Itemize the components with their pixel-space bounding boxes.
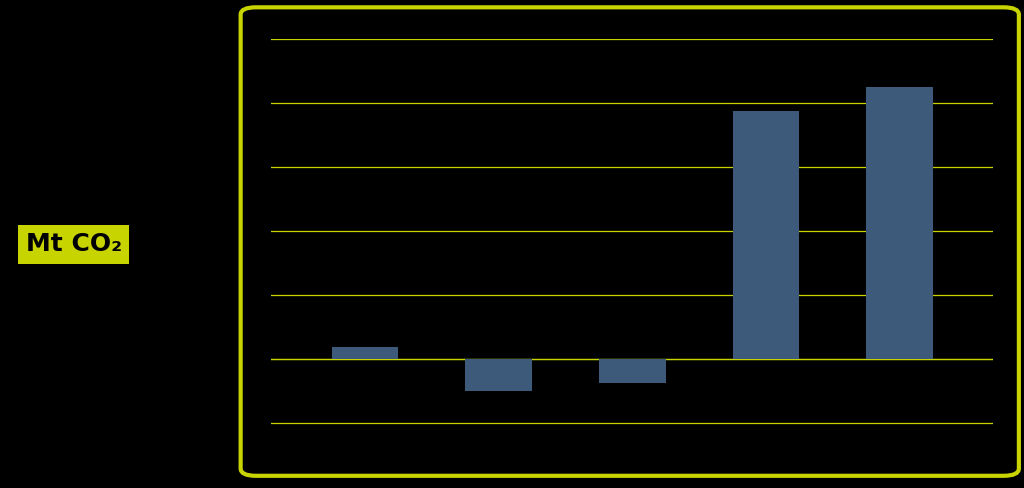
Bar	[866, 87, 933, 359]
Bar	[599, 359, 666, 383]
Bar	[732, 111, 800, 359]
Bar	[465, 359, 532, 391]
Bar	[332, 347, 398, 359]
Text: Mt CO₂: Mt CO₂	[26, 232, 122, 256]
